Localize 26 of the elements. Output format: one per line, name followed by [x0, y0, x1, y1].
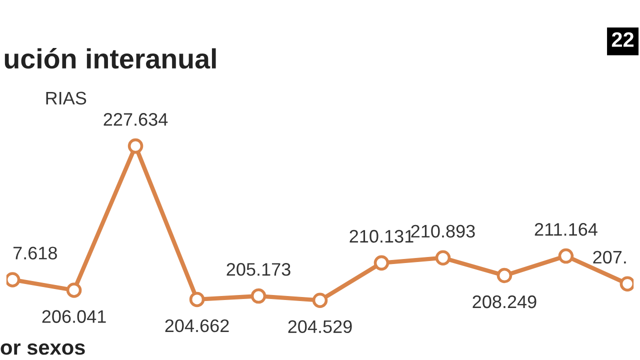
point — [496, 268, 512, 284]
point — [435, 250, 451, 266]
data-label: 204.529 — [288, 320, 352, 334]
point — [312, 292, 328, 308]
point — [558, 248, 574, 264]
data-label: 207. — [593, 250, 626, 264]
text: or sexos — [0, 343, 85, 355]
data-label: 210.131 — [350, 230, 414, 243]
point — [66, 282, 82, 298]
point — [374, 255, 390, 271]
point — [189, 292, 205, 308]
annotation: 7.618 — [13, 246, 57, 260]
data-label: 227.634 — [104, 113, 168, 126]
text: 22 — [612, 32, 634, 47]
point — [250, 288, 266, 304]
data-label: 204.662 — [165, 319, 229, 332]
chart-subtitle: RIAS — [46, 92, 86, 105]
data-label: 208.249 — [472, 295, 536, 308]
data-label: 210.893 — [411, 224, 475, 238]
point — [128, 138, 144, 154]
data-label: 211.164 — [534, 223, 598, 236]
point — [6, 272, 20, 288]
chart-title: ución interanual — [4, 48, 216, 69]
data-label: 206.041 — [42, 310, 106, 323]
data-label: 205.173 — [226, 263, 290, 276]
point — [620, 276, 634, 292]
